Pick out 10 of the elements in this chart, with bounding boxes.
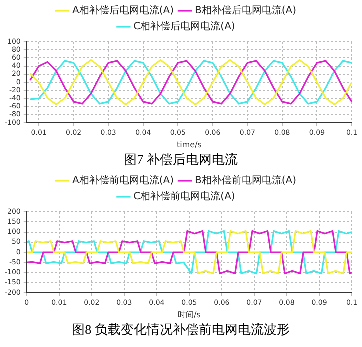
text: 图7 补偿后电网电流 [123,151,239,169]
x-axis-title: 时间/s [178,310,201,320]
legend-label: A相补偿后电网电流(A) [72,4,174,17]
x-axis-title: time/s [176,140,202,150]
text: 图8 负载变化情况补偿前电网电流波形 [71,321,291,339]
legend-label: B相补偿后电网电流(A) [194,4,297,17]
legend-label: C相补偿前电网电流(A) [134,190,236,203]
legend-label: B相补偿前电网电流(A) [194,174,297,187]
legend-label: A相补偿前电网电流(A) [72,174,174,187]
legend-label: C相补偿后电网电流(A) [134,20,236,33]
